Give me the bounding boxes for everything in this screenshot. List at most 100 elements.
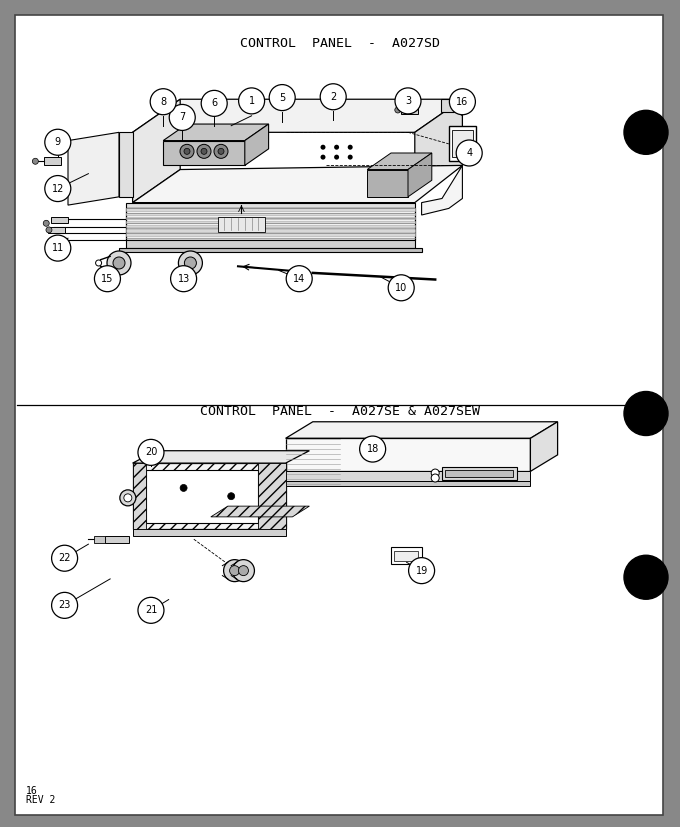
Circle shape (52, 545, 78, 571)
Polygon shape (133, 165, 462, 203)
Text: 1: 1 (248, 96, 255, 106)
Text: REV 2: REV 2 (26, 796, 55, 805)
Text: 11: 11 (52, 243, 64, 253)
Polygon shape (126, 217, 415, 219)
Text: 2: 2 (330, 92, 337, 102)
Text: 3: 3 (405, 96, 411, 106)
Polygon shape (126, 208, 415, 240)
Circle shape (96, 260, 101, 266)
Circle shape (456, 140, 482, 166)
Circle shape (169, 104, 195, 131)
Polygon shape (126, 240, 415, 248)
Circle shape (197, 145, 211, 158)
Polygon shape (218, 217, 265, 232)
Text: 9: 9 (54, 137, 61, 147)
Circle shape (388, 275, 414, 301)
Circle shape (46, 227, 52, 233)
Polygon shape (422, 165, 462, 215)
Polygon shape (126, 213, 415, 215)
Text: 5: 5 (279, 93, 286, 103)
Circle shape (320, 145, 326, 150)
Circle shape (180, 145, 194, 158)
Text: 20: 20 (145, 447, 157, 457)
Polygon shape (133, 463, 286, 529)
Circle shape (33, 158, 38, 165)
Polygon shape (211, 506, 309, 517)
Circle shape (624, 555, 668, 600)
Text: 22: 22 (58, 553, 71, 563)
Circle shape (201, 90, 227, 117)
Polygon shape (133, 529, 286, 536)
Polygon shape (48, 227, 65, 233)
Circle shape (334, 145, 339, 150)
Polygon shape (105, 536, 129, 543)
Circle shape (347, 155, 353, 160)
Circle shape (320, 155, 326, 160)
Circle shape (347, 145, 353, 150)
Circle shape (95, 265, 120, 292)
Polygon shape (449, 126, 476, 161)
Polygon shape (126, 225, 415, 227)
Polygon shape (245, 124, 269, 165)
Circle shape (224, 560, 245, 581)
Circle shape (624, 391, 668, 436)
Circle shape (230, 566, 239, 576)
Circle shape (360, 436, 386, 462)
Polygon shape (44, 157, 61, 165)
Text: 15: 15 (101, 274, 114, 284)
Circle shape (239, 88, 265, 114)
Text: 6: 6 (211, 98, 218, 108)
Polygon shape (94, 536, 105, 543)
Circle shape (44, 220, 49, 227)
Circle shape (431, 469, 439, 477)
Text: 13: 13 (177, 274, 190, 284)
Text: 10: 10 (395, 283, 407, 293)
Circle shape (214, 145, 228, 158)
Text: 16: 16 (456, 97, 469, 107)
Text: 7: 7 (179, 112, 186, 122)
Polygon shape (133, 99, 180, 203)
Circle shape (320, 84, 346, 110)
Polygon shape (126, 221, 415, 223)
Circle shape (138, 439, 164, 466)
Circle shape (45, 175, 71, 202)
Polygon shape (401, 106, 418, 114)
Circle shape (52, 592, 78, 619)
Polygon shape (394, 551, 418, 561)
Circle shape (334, 155, 339, 160)
Polygon shape (442, 467, 517, 480)
Circle shape (228, 493, 235, 500)
Polygon shape (126, 203, 415, 208)
Circle shape (178, 251, 203, 275)
Circle shape (624, 110, 668, 155)
Text: 16: 16 (26, 786, 37, 796)
Circle shape (150, 88, 176, 115)
Circle shape (45, 129, 71, 155)
Polygon shape (408, 153, 432, 197)
Polygon shape (258, 463, 286, 529)
Circle shape (138, 597, 164, 624)
Circle shape (395, 88, 421, 114)
Circle shape (184, 257, 197, 269)
Circle shape (233, 560, 254, 581)
Circle shape (218, 148, 224, 155)
Circle shape (107, 251, 131, 275)
FancyBboxPatch shape (15, 15, 663, 815)
Circle shape (395, 107, 401, 113)
Polygon shape (126, 208, 415, 211)
Circle shape (124, 494, 132, 502)
Circle shape (269, 84, 295, 111)
Polygon shape (133, 463, 146, 529)
Circle shape (180, 485, 187, 491)
Polygon shape (367, 153, 432, 170)
Polygon shape (146, 470, 258, 523)
Polygon shape (286, 471, 530, 481)
Text: CONTROL  PANEL  -  A027SD: CONTROL PANEL - A027SD (240, 36, 440, 50)
Polygon shape (286, 438, 530, 471)
Text: 8: 8 (160, 97, 167, 107)
Polygon shape (286, 422, 558, 438)
Circle shape (113, 257, 125, 269)
Circle shape (184, 148, 190, 155)
Polygon shape (126, 229, 415, 232)
Text: 14: 14 (293, 274, 305, 284)
